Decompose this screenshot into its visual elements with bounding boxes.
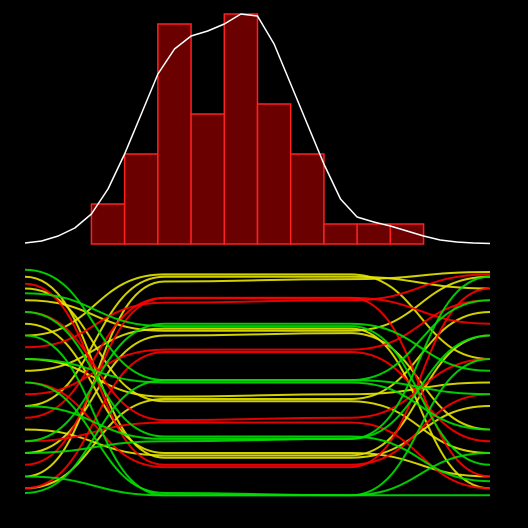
histogram-bar (223, 13, 259, 245)
series-line (24, 275, 491, 332)
series-line (24, 381, 491, 497)
histogram-bar (323, 223, 358, 245)
histogram-bar (157, 23, 192, 245)
histogram-bar (356, 223, 392, 245)
histogram-bar (289, 153, 325, 245)
series-line (24, 268, 491, 396)
series-line (24, 334, 491, 454)
series-line (24, 311, 491, 483)
histogram-bar (190, 113, 226, 245)
series-line (24, 334, 490, 497)
series-line (24, 292, 491, 466)
series-line (24, 332, 491, 454)
histogram-bar (90, 203, 126, 245)
histogram-bar (256, 103, 292, 245)
series-line (24, 287, 491, 469)
density-curve (24, 13, 491, 245)
histogram-bar (123, 153, 159, 245)
series-line (24, 358, 491, 431)
series-line (24, 287, 491, 454)
series-line (24, 322, 491, 478)
series-line (24, 296, 491, 478)
series-line (24, 273, 491, 349)
series-line (24, 273, 491, 360)
